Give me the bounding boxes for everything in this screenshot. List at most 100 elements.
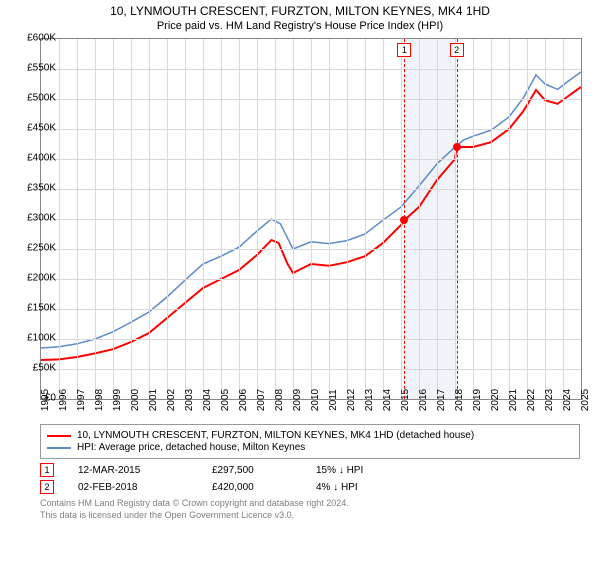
x-axis-label: 2013 <box>364 389 375 411</box>
gridline-vertical <box>293 39 294 399</box>
gridline-vertical <box>95 39 96 399</box>
x-axis-label: 2025 <box>580 389 591 411</box>
gridline-vertical <box>365 39 366 399</box>
gridline-vertical <box>275 39 276 399</box>
x-axis-label: 2018 <box>454 389 465 411</box>
x-axis-label: 2003 <box>184 389 195 411</box>
sale-marker-box: 1 <box>397 43 411 57</box>
sale-row-diff: 15% ↓ HPI <box>316 465 406 476</box>
x-axis-label: 2012 <box>346 389 357 411</box>
chart-title: 10, LYNMOUTH CRESCENT, FURZTON, MILTON K… <box>0 4 600 18</box>
gridline-vertical <box>347 39 348 399</box>
y-axis-label: £50K <box>33 363 56 374</box>
x-axis-label: 2006 <box>238 389 249 411</box>
legend: 10, LYNMOUTH CRESCENT, FURZTON, MILTON K… <box>40 424 580 459</box>
y-axis-label: £600K <box>27 33 56 44</box>
footnote: Contains HM Land Registry data © Crown c… <box>40 498 580 521</box>
gridline-vertical <box>473 39 474 399</box>
sale-dot <box>400 216 408 224</box>
y-axis-label: £500K <box>27 93 56 104</box>
chart-container: 10, LYNMOUTH CRESCENT, FURZTON, MILTON K… <box>0 4 600 564</box>
gridline-vertical <box>311 39 312 399</box>
x-axis-label: 2023 <box>544 389 555 411</box>
sale-row-price: £297,500 <box>212 465 292 476</box>
footnote-line-1: Contains HM Land Registry data © Crown c… <box>40 498 580 510</box>
sales-list: 1 12-MAR-2015 £297,500 15% ↓ HPI 2 02-FEB-201… <box>40 463 580 494</box>
legend-label: 10, LYNMOUTH CRESCENT, FURZTON, MILTON K… <box>77 430 474 441</box>
legend-swatch <box>47 435 71 437</box>
sale-row-price: £420,000 <box>212 482 292 493</box>
chart-subtitle: Price paid vs. HM Land Registry's House … <box>0 20 600 32</box>
sale-row-date: 12-MAR-2015 <box>78 465 188 476</box>
gridline-vertical <box>563 39 564 399</box>
legend-item: HPI: Average price, detached house, Milt… <box>47 442 573 453</box>
gridline-vertical <box>545 39 546 399</box>
x-axis-label: 2001 <box>148 389 159 411</box>
y-axis-label: £100K <box>27 333 56 344</box>
x-axis-label: 1998 <box>94 389 105 411</box>
x-axis-label: 2009 <box>292 389 303 411</box>
x-axis-label: 2021 <box>508 389 519 411</box>
x-axis-label: 1997 <box>76 389 87 411</box>
x-axis-label: 2017 <box>436 389 447 411</box>
gridline-vertical <box>113 39 114 399</box>
legend-item: 10, LYNMOUTH CRESCENT, FURZTON, MILTON K… <box>47 430 573 441</box>
x-axis-label: 2022 <box>526 389 537 411</box>
sale-dot <box>453 143 461 151</box>
gridline-vertical <box>221 39 222 399</box>
gridline-vertical <box>167 39 168 399</box>
gridline-vertical <box>509 39 510 399</box>
gridline-vertical <box>149 39 150 399</box>
y-axis-label: £200K <box>27 273 56 284</box>
x-axis-label: 2016 <box>418 389 429 411</box>
chart-area: 12 £0£50K£100K£150K£200K£250K£300K£350K£… <box>40 38 600 418</box>
sale-row-date: 02-FEB-2018 <box>78 482 188 493</box>
sale-row-marker: 2 <box>40 480 54 494</box>
y-axis-label: £300K <box>27 213 56 224</box>
sale-row-marker: 1 <box>40 463 54 477</box>
sale-row: 2 02-FEB-2018 £420,000 4% ↓ HPI <box>40 480 580 494</box>
sale-row-diff: 4% ↓ HPI <box>316 482 406 493</box>
sale-marker-line <box>457 39 458 399</box>
x-axis-label: 2004 <box>202 389 213 411</box>
gridline-vertical <box>527 39 528 399</box>
footnote-line-2: This data is licensed under the Open Gov… <box>40 510 580 522</box>
plot-region: 12 <box>40 38 582 400</box>
x-axis-label: 1996 <box>58 389 69 411</box>
legend-label: HPI: Average price, detached house, Milt… <box>77 442 305 453</box>
legend-swatch <box>47 447 71 449</box>
gridline-vertical <box>185 39 186 399</box>
gridline-vertical <box>419 39 420 399</box>
x-axis-label: 1995 <box>40 389 51 411</box>
x-axis-label: 2020 <box>490 389 501 411</box>
x-axis-label: 1999 <box>112 389 123 411</box>
sale-row: 1 12-MAR-2015 £297,500 15% ↓ HPI <box>40 463 580 477</box>
x-axis-label: 2005 <box>220 389 231 411</box>
gridline-vertical <box>437 39 438 399</box>
gridline-vertical <box>257 39 258 399</box>
x-axis-label: 2002 <box>166 389 177 411</box>
y-axis-label: £250K <box>27 243 56 254</box>
x-axis-label: 2007 <box>256 389 267 411</box>
y-axis-label: £350K <box>27 183 56 194</box>
y-axis-label: £550K <box>27 63 56 74</box>
gridline-vertical <box>59 39 60 399</box>
x-axis-label: 2010 <box>310 389 321 411</box>
x-axis-label: 2015 <box>400 389 411 411</box>
x-axis-label: 2008 <box>274 389 285 411</box>
x-axis-label: 2019 <box>472 389 483 411</box>
x-axis-label: 2011 <box>328 389 339 411</box>
y-axis-label: £400K <box>27 153 56 164</box>
y-axis-label: £150K <box>27 303 56 314</box>
x-axis-label: 2000 <box>130 389 141 411</box>
gridline-vertical <box>239 39 240 399</box>
gridline-vertical <box>491 39 492 399</box>
gridline-vertical <box>383 39 384 399</box>
x-axis-label: 2014 <box>382 389 393 411</box>
sale-marker-box: 2 <box>450 43 464 57</box>
x-axis-label: 2024 <box>562 389 573 411</box>
y-axis-label: £450K <box>27 123 56 134</box>
gridline-vertical <box>131 39 132 399</box>
gridline-vertical <box>77 39 78 399</box>
gridline-vertical <box>203 39 204 399</box>
